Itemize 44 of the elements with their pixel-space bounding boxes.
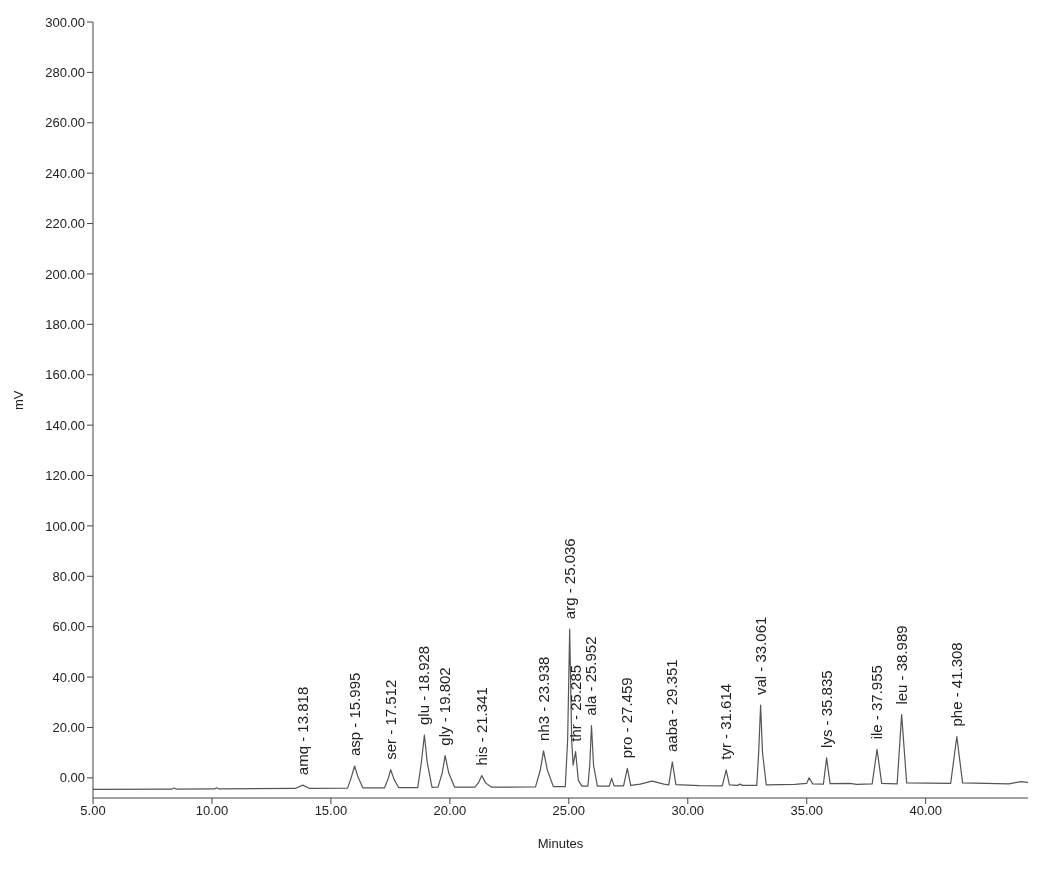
y-axis-title: mV [10,390,26,410]
annotation: arg - 25.036 [560,538,578,620]
x-tick-label: 25.00 [552,803,586,819]
annotation: ala - 25.952 [582,636,600,716]
x-tick-label: 35.00 [790,803,824,819]
y-tick-label: 120.00 [45,468,85,484]
annotation: lys - 35.835 [817,670,835,748]
annotation: pro - 27.459 [618,677,636,759]
y-tick-label: 200.00 [45,266,85,282]
y-tick-label: 100.00 [45,518,85,534]
annotation: leu - 38.989 [892,625,910,705]
y-tick-label: 300.00 [45,14,85,30]
x-axis-title: Minutes [537,836,584,851]
x-tick-label: 30.00 [671,803,705,819]
annotation: aaba - 29.351 [663,659,681,752]
x-tick-label: 10.00 [195,803,229,819]
x-tick-label: 5.00 [80,803,106,819]
y-tick-label: 140.00 [45,417,85,433]
annotation: phe - 41.308 [947,642,965,727]
y-tick-label: 160.00 [45,367,85,383]
annotation: tyr - 31.614 [717,683,735,760]
annotation: his - 21.341 [472,687,490,766]
y-tick-label: 0.00 [59,770,85,786]
annotation: ile - 37.955 [868,665,886,740]
annotation: thr - 25.285 [566,664,584,742]
y-tick-label: 260.00 [45,115,85,131]
annotation: gly - 19.802 [436,667,454,746]
annotation: ser - 17.512 [381,679,399,760]
y-tick-label: 220.00 [45,216,85,232]
x-tick-label: 20.00 [433,803,467,819]
y-tick-label: 20.00 [52,720,85,736]
y-tick-label: 60.00 [52,619,85,635]
y-tick-label: 280.00 [45,65,85,80]
annotation: val - 33.061 [751,616,769,696]
y-tick-label: 80.00 [52,568,85,584]
y-tick-label: 180.00 [45,316,85,332]
annotation: nh3 - 23.938 [534,656,552,741]
y-tick-label: 240.00 [45,165,85,181]
y-tick-label: 40.00 [52,669,85,685]
x-tick-label: 40.00 [909,803,942,819]
annotation: glu - 18.928 [415,645,433,726]
x-tick-label: 15.00 [314,803,348,819]
annotation: asp - 15.995 [345,672,363,756]
annotation: amq - 13.818 [293,686,311,776]
